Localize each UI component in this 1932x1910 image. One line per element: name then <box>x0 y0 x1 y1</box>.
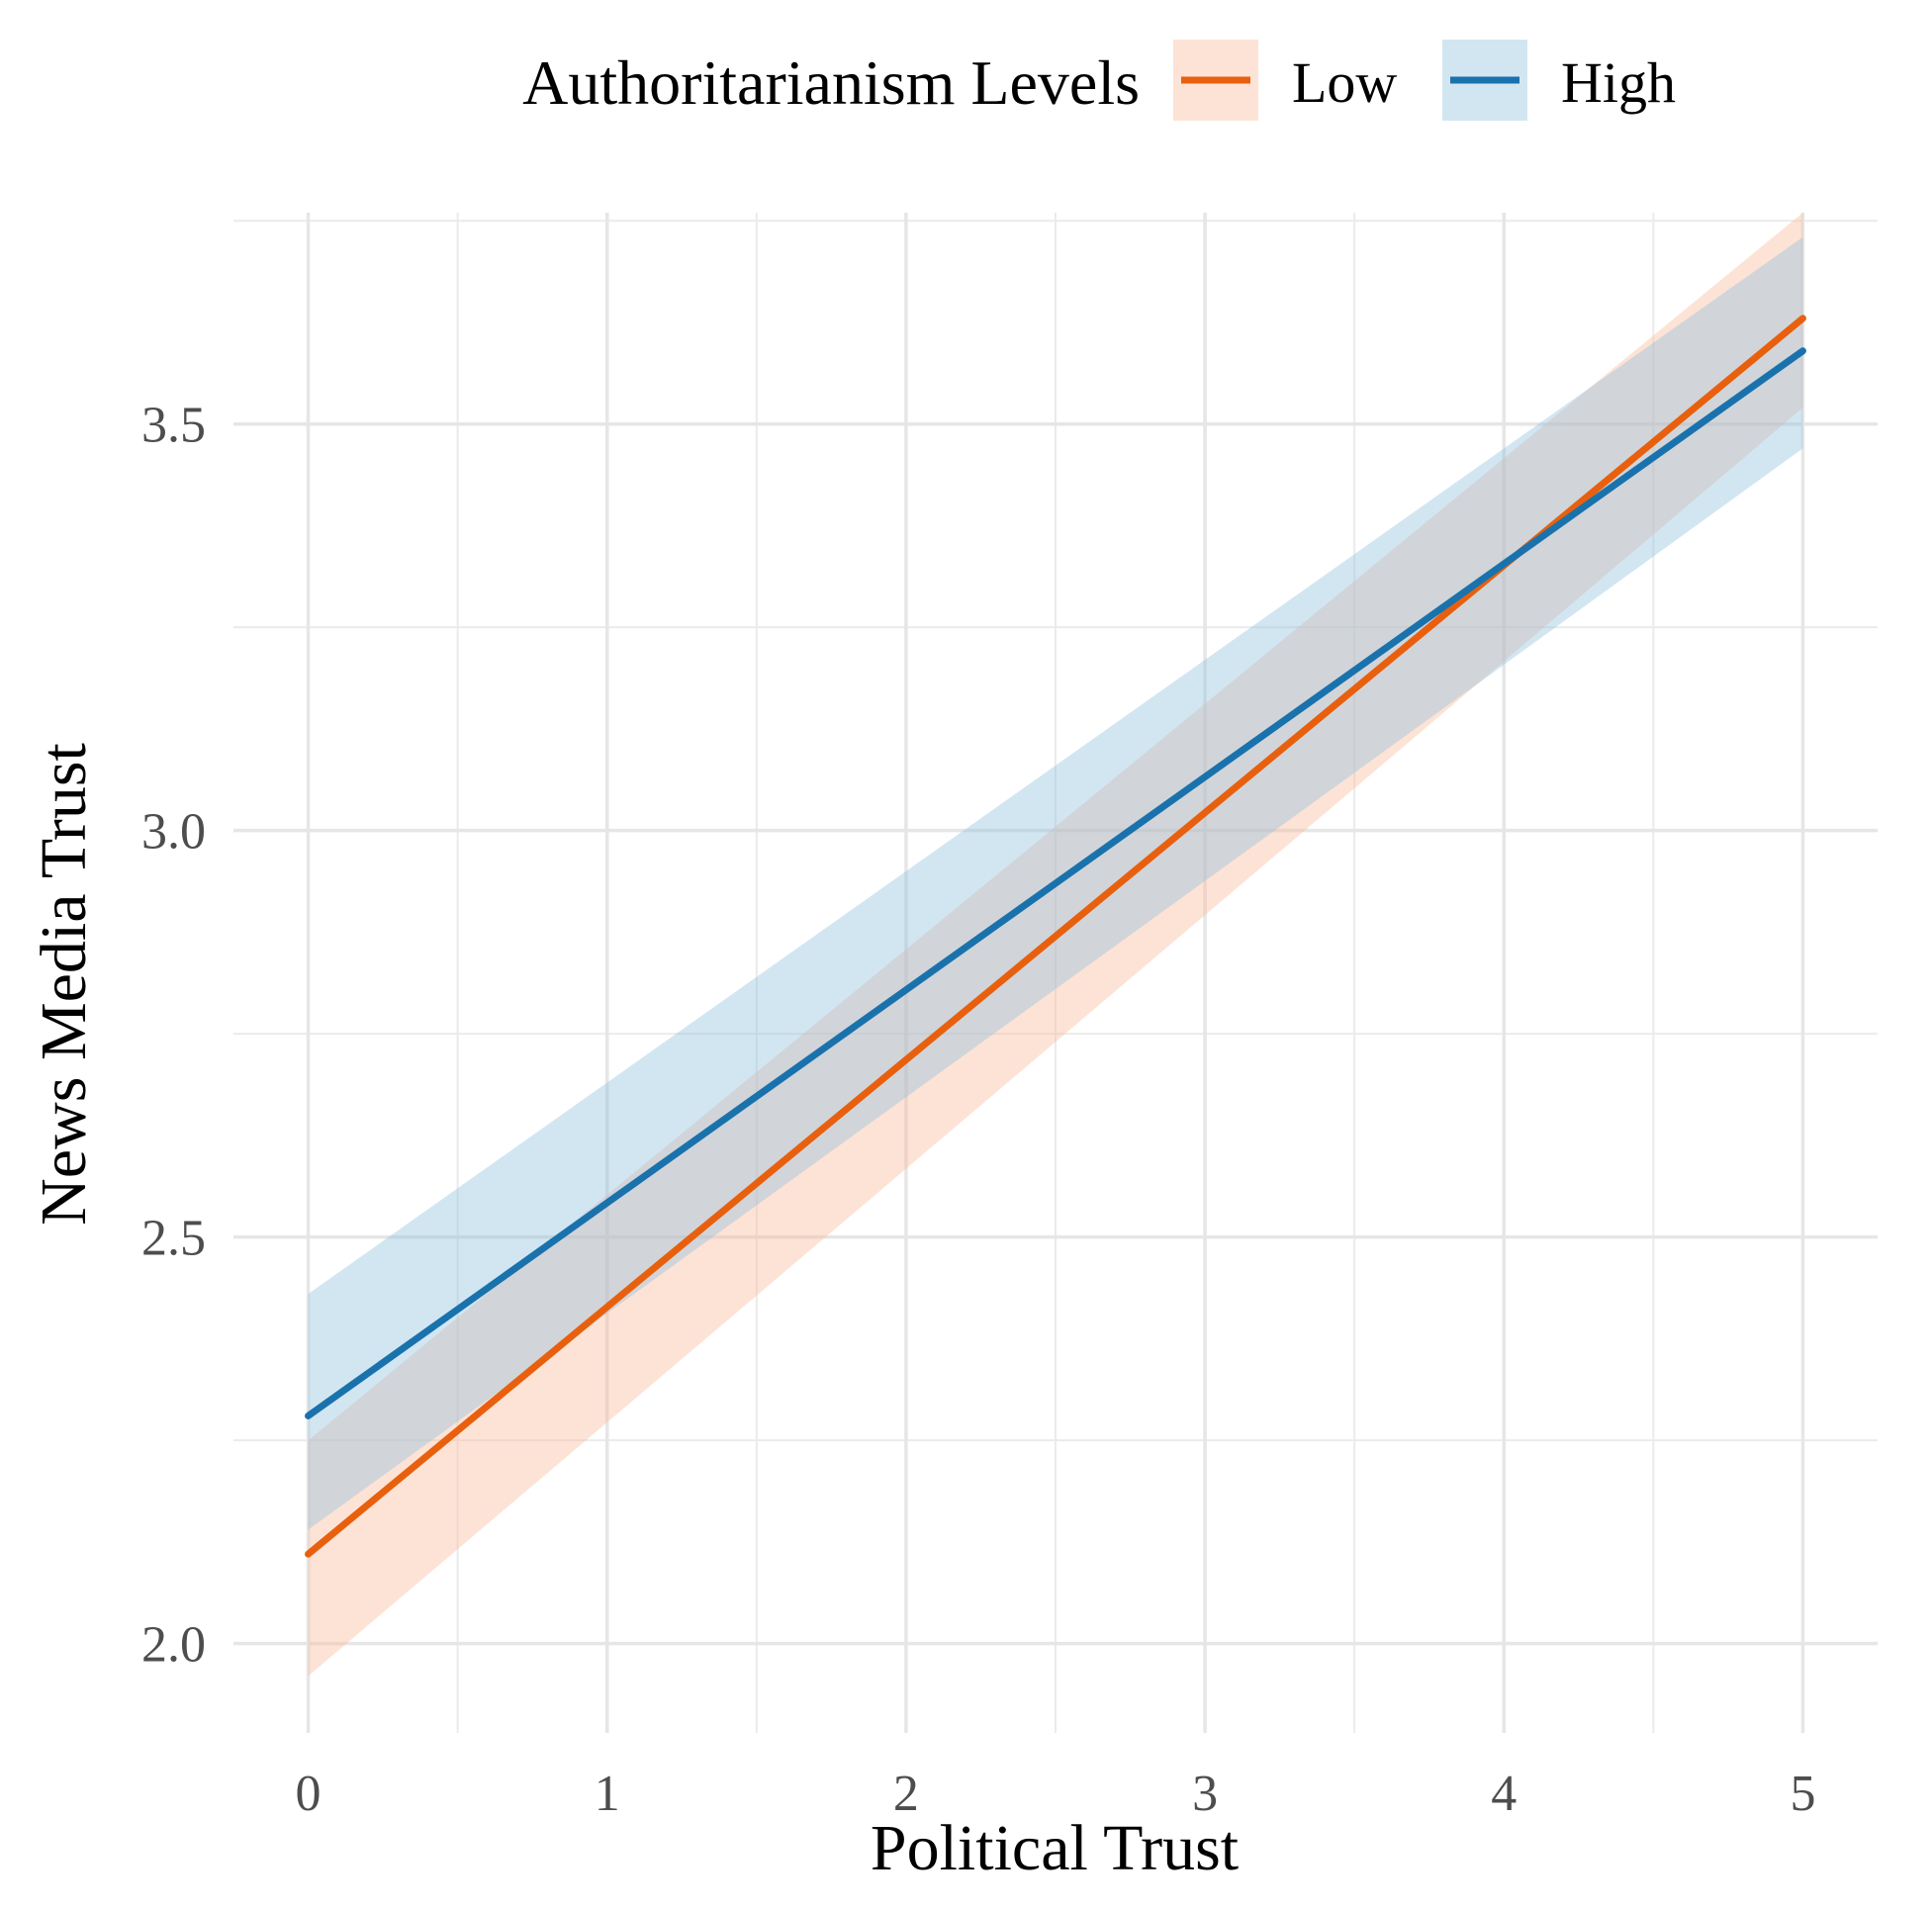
x-tick-label: 5 <box>1790 1766 1815 1822</box>
y-tick-label: 2.0 <box>141 1617 206 1674</box>
x-tick-label: 1 <box>595 1766 620 1822</box>
regression-lines <box>305 315 1806 1558</box>
legend-label-high: High <box>1561 50 1676 115</box>
legend: Authoritarianism Levels Low High <box>522 40 1676 121</box>
y-axis-title: News Media Trust <box>28 743 100 1226</box>
series-line-high <box>305 347 1806 1419</box>
x-tick-labels: 0 1 2 3 4 5 <box>296 1766 1816 1822</box>
legend-title: Authoritarianism Levels <box>522 47 1140 118</box>
x-tick-label: 3 <box>1192 1766 1218 1822</box>
y-tick-label: 3.0 <box>141 804 206 861</box>
x-tick-label: 2 <box>893 1766 919 1822</box>
y-tick-labels: 2.0 2.5 3.0 3.5 <box>141 398 206 1674</box>
grid <box>233 213 1878 1733</box>
y-tick-label: 2.5 <box>141 1211 206 1267</box>
x-tick-label: 0 <box>296 1766 322 1822</box>
legend-label-low: Low <box>1292 50 1397 115</box>
y-tick-label: 3.5 <box>141 398 206 454</box>
x-axis-title: Political Trust <box>871 1812 1239 1884</box>
confidence-band-low <box>308 213 1803 1677</box>
x-tick-label: 4 <box>1491 1766 1517 1822</box>
legend-items: Low High <box>1173 40 1676 121</box>
